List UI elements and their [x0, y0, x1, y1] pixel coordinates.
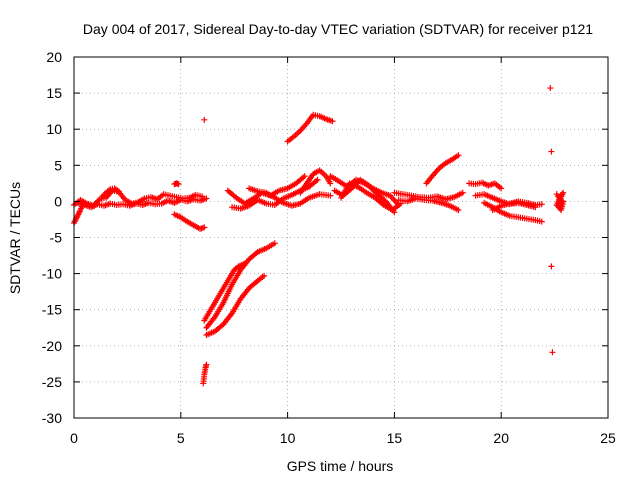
series-base-b: [75, 195, 210, 211]
data-point-marker: [547, 85, 554, 92]
y-tick-label: -30: [42, 410, 62, 426]
y-tick-label: 10: [46, 121, 62, 137]
x-tick-label: 10: [280, 430, 296, 446]
series-rise-16.5: [423, 152, 462, 187]
data-point-marker: [271, 240, 278, 247]
y-tick-label: -10: [42, 266, 62, 282]
series-outlier-6.1: [201, 116, 208, 123]
y-tick-label: -15: [42, 302, 62, 318]
data-point-marker: [95, 197, 102, 204]
y-tick-label: -20: [42, 338, 62, 354]
data-point-marker: [558, 200, 565, 207]
x-tick-label: 5: [177, 430, 185, 446]
data-point-marker: [201, 224, 208, 231]
series-decline-5: [171, 211, 208, 232]
data-point-marker: [327, 192, 334, 199]
series-late-d: [489, 198, 545, 214]
series-early-hump: [98, 185, 122, 201]
series-late-a: [466, 179, 505, 192]
x-tick-label: 20: [493, 430, 509, 446]
y-tick-label: 0: [54, 193, 62, 209]
data-point-marker: [538, 218, 545, 225]
y-tick-label: -25: [42, 374, 62, 390]
data-point-marker: [115, 188, 122, 195]
series-arc-10-12: [284, 111, 336, 145]
y-axis-label: SDTVAR / TECUs: [7, 182, 23, 294]
data-point-marker: [548, 148, 555, 155]
data-point-marker: [327, 180, 334, 187]
x-tick-label: 0: [70, 430, 78, 446]
data-point-marker: [455, 207, 462, 214]
series-rise-c: [203, 272, 268, 338]
ticks-layer: [73, 56, 609, 419]
data-point-marker: [498, 185, 505, 192]
series-wave-12-15-c: [338, 180, 404, 214]
series-end-cluster: [553, 189, 567, 214]
grid-layer: [74, 57, 608, 418]
data-point-marker: [548, 263, 555, 270]
data-point-marker: [538, 201, 545, 208]
data-point-marker: [261, 272, 268, 279]
data-point-marker: [175, 181, 182, 188]
x-axis-label: GPS time / hours: [287, 458, 394, 474]
x-tick-label: 25: [600, 430, 616, 446]
data-point-marker: [549, 349, 556, 356]
series-deep-6.1: [200, 361, 210, 387]
data-point-marker: [201, 116, 208, 123]
data-point-marker: [79, 202, 86, 209]
series-outliers-22.3: [547, 85, 556, 356]
data-point-marker: [455, 152, 462, 159]
x-tick-label: 15: [387, 430, 403, 446]
y-tick-label: -5: [50, 230, 63, 246]
series-spot-4.8: [171, 180, 182, 188]
data-points-layer: [71, 85, 567, 387]
data-point-marker: [329, 118, 336, 125]
data-point-marker: [459, 189, 466, 196]
series-late-c: [481, 199, 545, 225]
data-point-marker: [314, 176, 321, 183]
series-rise-a: [201, 260, 248, 324]
data-point-marker: [301, 173, 308, 180]
series-rise-b: [203, 240, 278, 331]
series-mid-base-c: [246, 185, 334, 209]
y-tick-label: 5: [54, 157, 62, 173]
data-point-marker: [203, 361, 210, 368]
data-point-marker: [203, 195, 210, 202]
chart-title: Day 004 of 2017, Sidereal Day-to-day VTE…: [83, 21, 593, 37]
tick-labels-layer: 0 5 10 15 20 25 -30 -25 -20 -15 -10 -5 0 5 10 15 20: [42, 49, 616, 446]
y-tick-label: 15: [46, 85, 62, 101]
y-tick-label: 20: [46, 49, 62, 65]
series-bump-11: [297, 167, 334, 196]
series-base-15-18-b: [395, 195, 462, 214]
